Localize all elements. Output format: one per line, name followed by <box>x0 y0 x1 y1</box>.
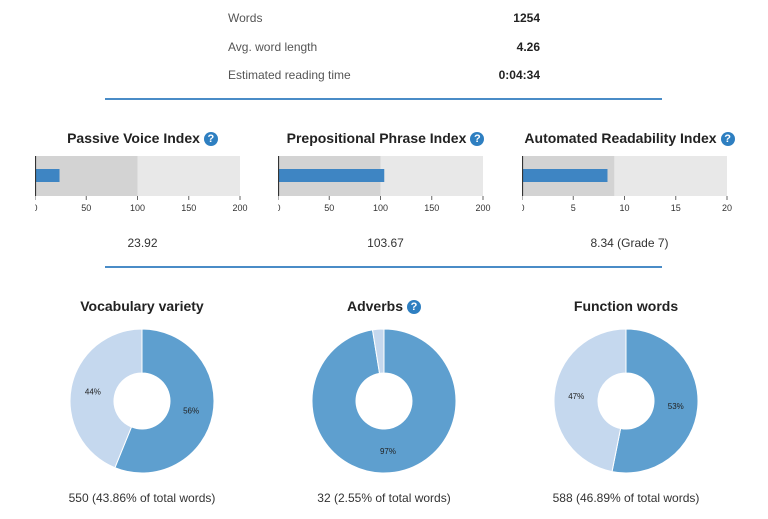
gauge-tick-label: 100 <box>373 203 388 213</box>
stat-value: 4.26 <box>516 39 540 54</box>
gauge-title: Passive Voice Index? <box>35 130 250 146</box>
gauge-title-text: Passive Voice Index <box>67 130 200 146</box>
donut-slice <box>371 328 385 374</box>
donut-slice-label: 44% <box>85 387 101 396</box>
pie-title: Function words <box>573 298 679 314</box>
donut-slice <box>311 328 457 474</box>
pie-title-text: Adverbs <box>346 298 404 314</box>
gauge-value: 23.92 <box>127 236 158 250</box>
gauge-title-text: Automated Readability Index <box>524 130 717 146</box>
section-divider <box>105 266 662 268</box>
question-circle-icon[interactable]: ? <box>470 132 485 146</box>
donut-slice-label: 97% <box>380 447 396 456</box>
pie-caption: 32 (2.55% of total words) <box>317 491 451 505</box>
gauge-tick-label: 5 <box>571 203 576 213</box>
gauge-title: Automated Readability Index? <box>522 130 737 146</box>
donut-slice <box>553 328 627 473</box>
pie-title: Vocabulary variety <box>80 298 204 314</box>
gauge-tick-label: 200 <box>475 203 490 213</box>
gauge-tick-label: 50 <box>81 203 91 213</box>
gauge-chart: 0 50 100 150 200 <box>35 156 248 213</box>
donut-chart: 53% 47% <box>553 328 699 474</box>
stat-value: 0:04:34 <box>498 68 540 82</box>
gauge-tick-label: 150 <box>424 203 439 213</box>
donut-slice <box>69 328 143 469</box>
pie-caption: 550 (43.86% of total words) <box>68 491 216 505</box>
gauge-tick-label: 20 <box>722 203 732 213</box>
question-circle-icon[interactable]: ? <box>203 132 218 146</box>
pie-title: Adverbs? <box>284 298 484 314</box>
donut-slice-label: 53% <box>668 402 684 411</box>
gauge-value-bar <box>522 169 608 182</box>
stat-value: 1254 <box>513 11 540 25</box>
gauge-tick-label: 100 <box>130 203 145 213</box>
stat-row-words: Words 1254 <box>228 5 540 34</box>
gauge-tick-label: 150 <box>181 203 196 213</box>
pie-caption: 588 (46.89% of total words) <box>552 491 700 505</box>
text-statistics: Words 1254 Avg. word length 4.26 Estimat… <box>228 5 540 91</box>
gauge-value: 8.34 (Grade 7) <box>590 236 669 250</box>
donut-slice <box>114 328 215 474</box>
gauge-tick-label: 0 <box>35 203 38 213</box>
stat-row-reading-time: Estimated reading time 0:04:34 <box>228 62 540 91</box>
stat-label: Estimated reading time <box>228 68 351 82</box>
gauge-value-bar <box>278 169 385 182</box>
gauge-tick-label: 0 <box>278 203 281 213</box>
gauge-tick-label: 50 <box>324 203 334 213</box>
section-divider <box>105 98 662 100</box>
donut-chart: 97% <box>311 328 457 474</box>
donut-slice <box>611 328 699 474</box>
question-circle-icon[interactable]: ? <box>407 300 422 314</box>
donut-slice-label: 47% <box>568 392 584 401</box>
gauge-title-text: Prepositional Phrase Index <box>286 130 467 146</box>
stat-label: Avg. word length <box>228 39 318 54</box>
gauge-tick-label: 15 <box>671 203 681 213</box>
donut-chart: 56% 44% <box>69 328 215 474</box>
gauge-tick-label: 0 <box>522 203 525 213</box>
gauge-chart: 0 50 100 150 200 <box>278 156 491 213</box>
question-circle-icon[interactable]: ? <box>720 132 735 146</box>
donut-slice-label: 56% <box>183 407 199 416</box>
gauge-tick-label: 10 <box>619 203 629 213</box>
stat-row-avg-word-length: Avg. word length 4.26 <box>228 34 540 63</box>
stat-label: Words <box>228 11 263 25</box>
gauge-tick-label: 200 <box>232 203 247 213</box>
gauge-value: 103.67 <box>367 236 404 250</box>
gauge-value-bar <box>35 169 60 182</box>
gauge-chart: 0 5 10 15 20 <box>522 156 732 213</box>
gauge-title: Prepositional Phrase Index? <box>278 130 493 146</box>
